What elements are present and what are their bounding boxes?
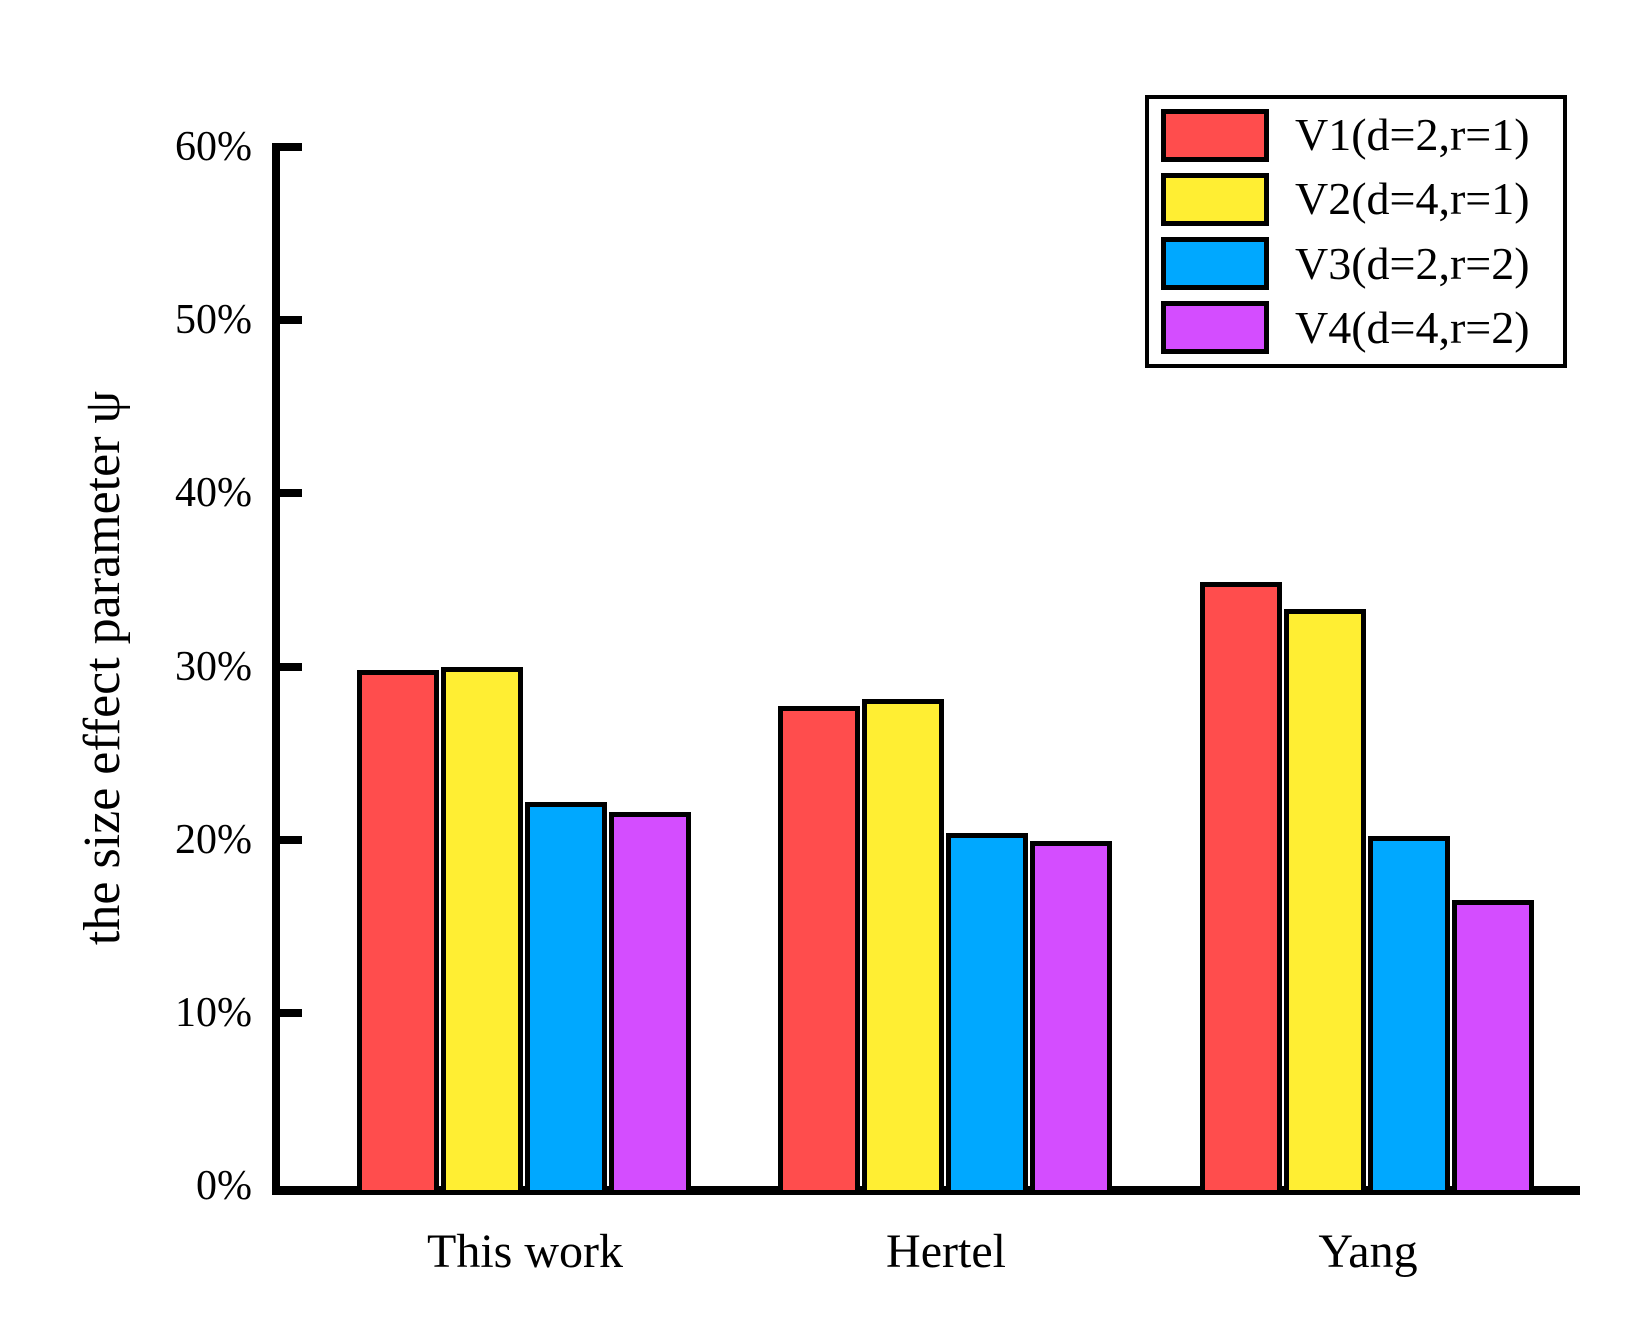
legend-label-v2: V2(d=4,r=1) [1295,173,1530,225]
x-category-label-this-work: This work [427,1225,623,1278]
bar-v1-this-work [357,669,439,1195]
legend-label-v1: V1(d=2,r=1) [1295,109,1530,161]
bar-v2-this-work [441,666,523,1195]
y-tick-label: 20% [175,816,252,863]
y-axis-spine [272,143,280,1195]
x-category-label-yang: Yang [1318,1225,1418,1278]
legend-swatch-v1 [1161,108,1269,162]
bar-v3-this-work [525,801,607,1195]
legend-label-v4: V4(d=4,r=2) [1295,301,1530,353]
legend-label-v3: V3(d=2,r=2) [1295,237,1530,289]
y-tick-label: 0% [196,1163,252,1209]
legend-swatch-v4 [1161,301,1269,355]
y-tick-label: 30% [175,643,252,690]
bar-v3-yang [1368,836,1450,1195]
bar-v4-hertel [1030,841,1112,1195]
bar-v1-hertel [778,706,860,1195]
legend-row-v2: V2(d=4,r=1) [1149,172,1563,226]
bar-v2-hertel [862,699,944,1195]
bar-v4-this-work [609,811,691,1195]
y-tick-label: 60% [175,124,252,170]
bar-v3-hertel [946,832,1028,1195]
legend-row-v4: V4(d=4,r=2) [1149,301,1563,355]
legend-swatch-v3 [1161,237,1269,291]
y-tick [280,489,302,498]
bar-v1-yang [1200,581,1282,1195]
legend-swatch-v2 [1161,172,1269,226]
y-tick [280,316,302,325]
y-tick [280,835,302,844]
y-tick [280,143,302,151]
legend-row-v3: V3(d=2,r=2) [1149,237,1563,291]
bar-v4-yang [1452,900,1534,1195]
y-tick-label: 50% [175,297,252,344]
y-tick-label: 10% [175,989,252,1036]
y-tick [280,662,302,671]
legend: V1(d=2,r=1) V2(d=4,r=1) V3(d=2,r=2) V4(d=4,… [1145,95,1567,368]
y-tick-label: 40% [175,470,252,517]
x-category-label-hertel: Hertel [886,1225,1006,1278]
legend-row-v1: V1(d=2,r=1) [1149,108,1563,162]
bar-v2-yang [1284,609,1366,1195]
y-tick [280,1008,302,1017]
